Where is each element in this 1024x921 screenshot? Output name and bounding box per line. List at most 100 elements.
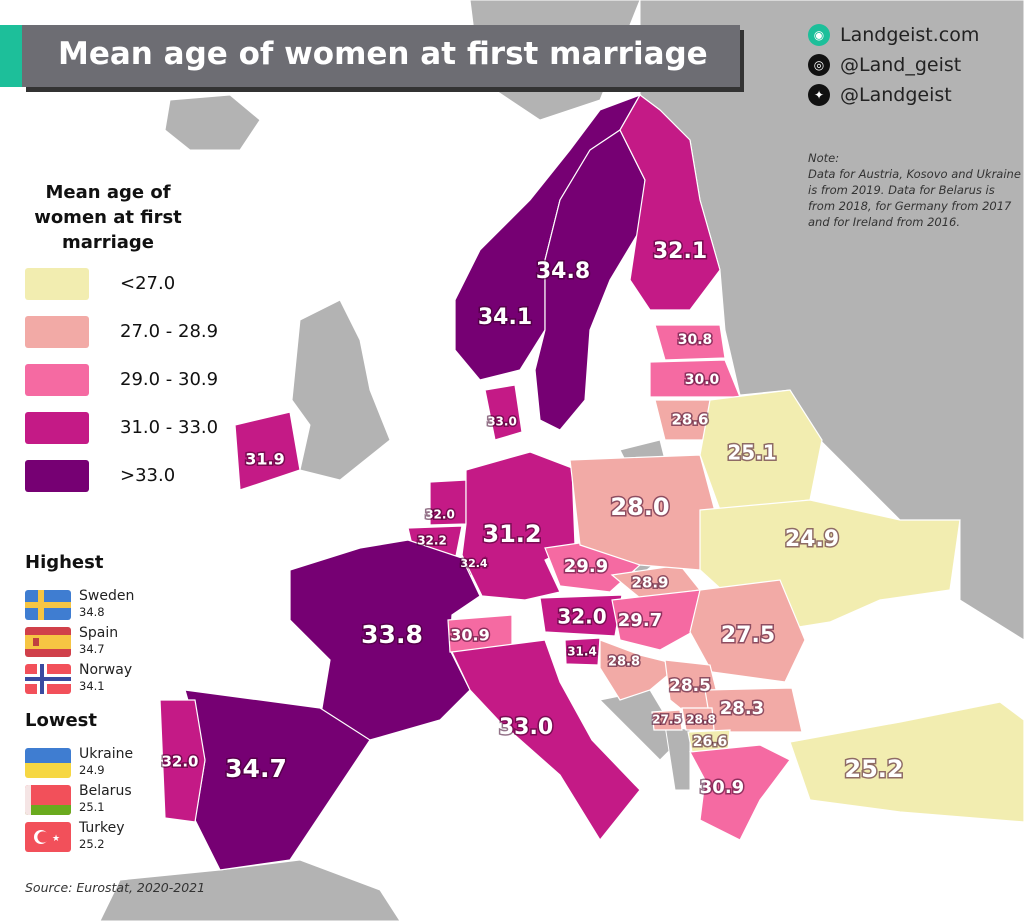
country-value-label: 31.4 (567, 645, 597, 659)
country-region (461, 451, 576, 601)
country-value-label: 30.9 (700, 777, 744, 798)
country-name: Spain (79, 625, 119, 641)
country-region (599, 639, 682, 701)
country-value-label: 25.1 (727, 441, 776, 465)
country-region (681, 707, 715, 731)
value-labels: 34.134.8 32.1 30.8 30.0 28.6 33.0 31.9 32.0 32.2… (160, 238, 905, 800)
country-region (654, 324, 726, 361)
norway-flag-icon (25, 664, 71, 694)
legend-item: 31.0 - 33.0 (25, 412, 218, 444)
title-accent (0, 25, 22, 87)
country-value-label: 28.8 (608, 655, 640, 670)
country-name: Norway (79, 662, 133, 678)
legend-swatch (25, 364, 89, 396)
country-value-label: 28.5 (669, 676, 711, 696)
country-value-label: 29.7 (618, 610, 662, 631)
country-value-label: 28.3 (720, 698, 764, 719)
twitter-icon: ✦ (808, 84, 830, 106)
country-value-label: 31.9 (245, 450, 284, 469)
country-value-label: 32.2 (417, 534, 447, 548)
country-region (451, 639, 641, 842)
turkey-flag-icon: ★ (25, 822, 71, 852)
country-value-label: 27.5 (652, 713, 682, 727)
country-value-label: 33.8 (361, 620, 423, 649)
title-bar (22, 25, 740, 87)
legend-item: 27.0 - 28.9 (25, 316, 218, 348)
legend-label: <27.0 (120, 273, 176, 294)
sweden-flag-icon (25, 590, 71, 620)
country-value: 25.2 (79, 837, 105, 851)
country-value: 34.1 (79, 679, 105, 693)
ranking-item: Norway 34.1 (25, 662, 185, 696)
ranking-item: Sweden 34.8 (25, 588, 185, 622)
country-value-label: 33.0 (487, 415, 517, 429)
svg-text:★: ★ (52, 834, 60, 844)
legend-title: Mean age of women at first marriage (34, 182, 182, 253)
country-value-label: 28.8 (686, 713, 716, 727)
instagram-icon: ◎ (808, 54, 830, 76)
website-text: Landgeist.com (840, 24, 980, 46)
country-region (159, 699, 206, 823)
instagram-handle: @Land_geist (840, 54, 962, 76)
highest-title: Highest (25, 552, 104, 573)
country-value-label: 34.1 (478, 305, 532, 330)
country-value-label: 30.8 (678, 332, 713, 348)
legend-label: 31.0 - 33.0 (120, 417, 219, 438)
twitter-handle: @Landgeist (840, 84, 952, 106)
country-value-label: 32.1 (653, 239, 707, 264)
legend-label: >33.0 (120, 465, 176, 486)
website-link[interactable]: ◉ Landgeist.com (808, 24, 979, 46)
legend-swatch (25, 268, 89, 300)
country-region (564, 637, 601, 666)
country-region (484, 384, 523, 441)
country-regions (159, 93, 1024, 871)
country-region (651, 709, 683, 731)
country-value: 34.7 (79, 642, 105, 656)
country-value-label: 32.0 (161, 753, 198, 771)
country-value-label: 24.9 (785, 527, 839, 552)
country-value-label: 25.2 (844, 755, 903, 783)
note-text: Data for Austria, Kosovo and Ukraine is … (808, 167, 1021, 229)
instagram-link[interactable]: ◎ @Land_geist (808, 54, 961, 76)
ukraine-flag-icon (25, 748, 71, 778)
country-value: 24.9 (79, 763, 105, 777)
country-region (534, 129, 646, 431)
country-region (611, 589, 706, 651)
note: Note: Data for Austria, Kosovo and Ukrain… (808, 150, 1023, 230)
legend-label: 27.0 - 28.9 (120, 321, 219, 342)
legend-swatch (25, 412, 89, 444)
belarus-flag-icon (25, 785, 71, 815)
legend-swatch (25, 316, 89, 348)
country-value-label: 32.0 (425, 508, 455, 522)
country-region (789, 701, 1024, 823)
legend-item: <27.0 (25, 268, 205, 300)
no-data-land (664, 724, 691, 791)
page-title: Mean age of women at first marriage (58, 36, 708, 72)
ranking-item: Belarus 25.1 (25, 783, 185, 817)
legend-swatch (25, 460, 89, 492)
country-value-label: 29.9 (564, 556, 608, 577)
spain-flag-icon (25, 627, 71, 657)
country-name: Turkey (79, 820, 125, 836)
ranking-item: ★ Turkey 25.2 (25, 820, 185, 854)
country-value-label: 30.9 (450, 626, 489, 645)
legend-label: 29.0 - 30.9 (120, 369, 219, 390)
ranking-item: Spain 34.7 (25, 625, 185, 659)
country-value-label: 34.8 (536, 259, 590, 284)
twitter-link[interactable]: ✦ @Landgeist (808, 84, 952, 106)
country-region (689, 579, 806, 683)
country-value-label: 30.0 (685, 372, 720, 388)
country-value-label: 28.0 (610, 493, 669, 521)
country-value-label: 32.0 (557, 605, 606, 629)
country-region (234, 411, 301, 491)
globe-icon: ◉ (808, 24, 830, 46)
country-value-label: 33.0 (499, 715, 553, 740)
note-heading: Note: (808, 151, 840, 165)
no-data-land (291, 299, 391, 481)
country-value-label: 28.9 (631, 574, 668, 592)
ranking-item: Ukraine 24.9 (25, 746, 185, 780)
country-value-label: 28.6 (671, 411, 708, 429)
country-name: Ukraine (79, 746, 134, 762)
